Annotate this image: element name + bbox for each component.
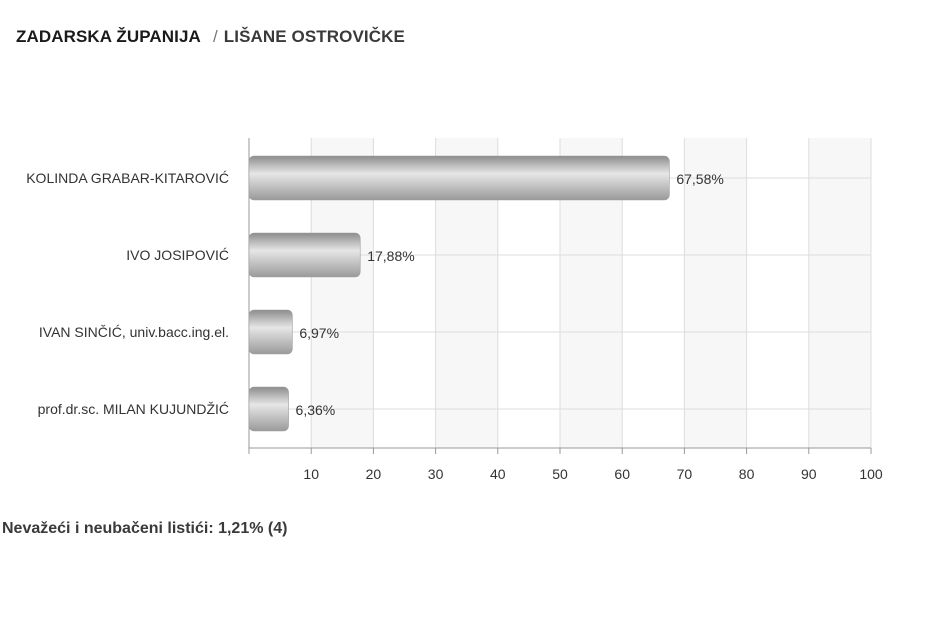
breadcrumb-place: LIŠANE OSTROVIČKE (223, 27, 405, 46)
x-tick-label: 80 (739, 466, 755, 482)
bar (248, 309, 293, 355)
plot-bands (311, 138, 871, 448)
bar (248, 155, 670, 201)
results-bar-chart: 10 20 30 40 50 60 70 80 90 100 KOLINDA GRABAR-KIT… (26, 138, 883, 482)
category-label: IVAN SINČIĆ, univ.bacc.ing.el. (39, 324, 229, 340)
x-tick-label: 90 (801, 466, 817, 482)
breadcrumb-county[interactable]: ZADARSKA ŽUPANIJA (16, 27, 201, 46)
category-label: KOLINDA GRABAR-KITAROVIĆ (26, 170, 229, 186)
x-tick-label: 10 (303, 466, 319, 482)
value-label: 6,36% (296, 402, 336, 418)
invalid-ballots-note: Nevažeći i neubačeni listići: 1,21% (4) (2, 520, 288, 537)
x-tick-label: 40 (490, 466, 506, 482)
value-label: 6,97% (299, 325, 339, 341)
bar (248, 232, 361, 278)
plot-band (808, 138, 871, 448)
x-tick-label: 30 (428, 466, 444, 482)
x-tick-label: 20 (366, 466, 382, 482)
breadcrumb-separator: / (212, 27, 218, 46)
category-labels: KOLINDA GRABAR-KITAROVIĆ IVO JOSIPOVIĆ IVA… (26, 170, 229, 417)
x-tick-label: 60 (614, 466, 630, 482)
bar (248, 386, 289, 432)
value-label: 67,58% (676, 171, 723, 187)
bars (248, 155, 670, 432)
category-label: IVO JOSIPOVIĆ (126, 247, 229, 263)
breadcrumb: ZADARSKA ŽUPANIJA / LIŠANE OSTROVIČKE (16, 27, 405, 47)
value-labels: 67,58% 17,88% 6,97% 6,36% (296, 171, 724, 418)
x-tick-label: 70 (677, 466, 693, 482)
category-label: prof.dr.sc. MILAN KUJUNDŽIĆ (38, 401, 229, 417)
value-label: 17,88% (367, 248, 414, 264)
x-tick-label: 50 (552, 466, 568, 482)
plot-band (684, 138, 747, 448)
x-tick-label: 100 (859, 466, 883, 482)
